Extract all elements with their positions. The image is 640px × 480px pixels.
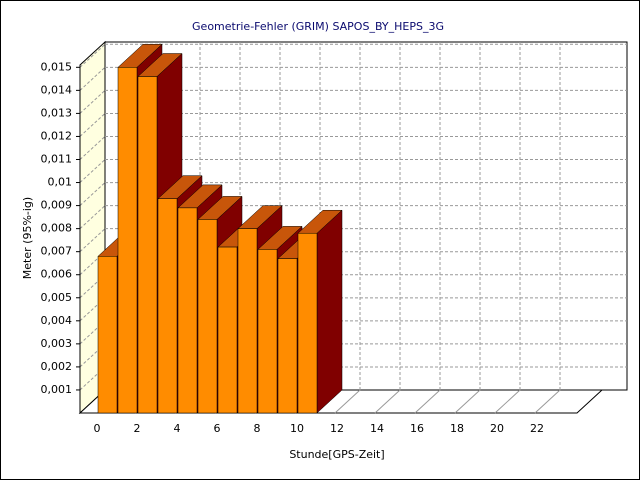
- grid-line: [79, 182, 106, 206]
- x-tick-label: 12: [330, 422, 344, 435]
- grid-line: [79, 274, 106, 299]
- bar: [97, 256, 118, 414]
- x-tick-label: 16: [410, 422, 424, 435]
- y-tick-label: 0,002: [41, 360, 73, 373]
- x-tick-label: 18: [450, 422, 464, 435]
- bar: [177, 207, 198, 414]
- floor-line: [454, 389, 481, 414]
- x-tick-label: 0: [94, 422, 101, 435]
- bar: [217, 246, 238, 414]
- x-tick-label: 8: [254, 422, 261, 435]
- y-tick-label: 0,014: [41, 83, 73, 96]
- bar: [157, 198, 178, 414]
- bar: [117, 67, 138, 414]
- x-tick-label: 4: [174, 422, 181, 435]
- y-tick-label: 0,009: [41, 199, 73, 212]
- x-tick-label: 2: [134, 422, 141, 435]
- grid-line: [79, 90, 106, 114]
- y-axis-label: Meter (95%-ig): [21, 197, 34, 279]
- grid-line: [79, 136, 106, 160]
- bar: [237, 228, 258, 414]
- bar-side: [316, 209, 343, 414]
- y-tick-label: 0,004: [41, 314, 73, 327]
- chart-title: Geometrie-Fehler (GRIM) SAPOS_BY_HEPS_3G: [192, 20, 444, 33]
- y-tick-label: 0,015: [41, 60, 73, 73]
- y-tick-label: 0,013: [41, 106, 73, 119]
- x-tick-label: 14: [370, 422, 384, 435]
- floor-line: [534, 389, 561, 414]
- floor-line: [334, 389, 361, 414]
- grid-line: [79, 66, 106, 91]
- grid-line: [79, 205, 106, 229]
- y-tick-label: 0,003: [41, 337, 73, 350]
- grid-line: [79, 251, 106, 276]
- x-tick-label: 10: [290, 422, 304, 435]
- y-tick-label: 0,01: [48, 176, 73, 189]
- x-axis-label: Stunde[GPS-Zeit]: [289, 448, 384, 461]
- bar: [197, 219, 218, 414]
- x-tick-label: 20: [490, 422, 504, 435]
- grid-line: [79, 366, 106, 391]
- grid-line: [79, 343, 106, 368]
- y-tick-label: 0,007: [41, 245, 73, 258]
- x-tick-label: 6: [214, 422, 221, 435]
- bar: [297, 232, 318, 414]
- y-tick-label: 0,008: [41, 222, 73, 235]
- grid-line: [79, 320, 106, 345]
- grid-line: [79, 159, 106, 183]
- y-tick-label: 0,001: [41, 383, 73, 396]
- floor-line: [414, 389, 441, 414]
- grid-line: [79, 228, 106, 253]
- grid-line: [79, 297, 106, 322]
- floor-line: [374, 389, 401, 414]
- bar: [137, 76, 158, 414]
- y-tick-label: 0,005: [41, 291, 73, 304]
- grid-line: [79, 113, 106, 137]
- plot: 0,001 0,002 0,003 0,004 0,005 0,006 0,007 0,008…: [41, 40, 628, 435]
- y-tick-label: 0,012: [41, 129, 73, 142]
- y-tick-label: 0,006: [41, 268, 73, 281]
- grid-line: [79, 43, 106, 68]
- x-tick-label: 22: [530, 422, 544, 435]
- bar: [277, 258, 298, 414]
- y-tick-label: 0,011: [41, 152, 73, 165]
- floor-line: [494, 389, 521, 414]
- bar: [257, 249, 278, 414]
